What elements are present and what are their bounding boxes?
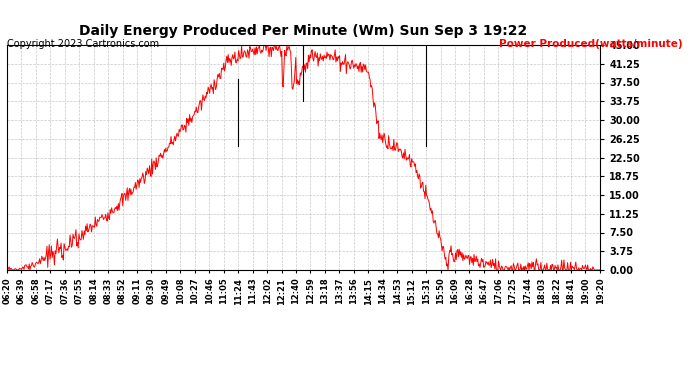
Text: Copyright 2023 Cartronics.com: Copyright 2023 Cartronics.com [7, 39, 159, 50]
Text: Daily Energy Produced Per Minute (Wm) Sun Sep 3 19:22: Daily Energy Produced Per Minute (Wm) Su… [79, 24, 528, 38]
Text: Power Produced(watts/minute): Power Produced(watts/minute) [500, 39, 683, 50]
